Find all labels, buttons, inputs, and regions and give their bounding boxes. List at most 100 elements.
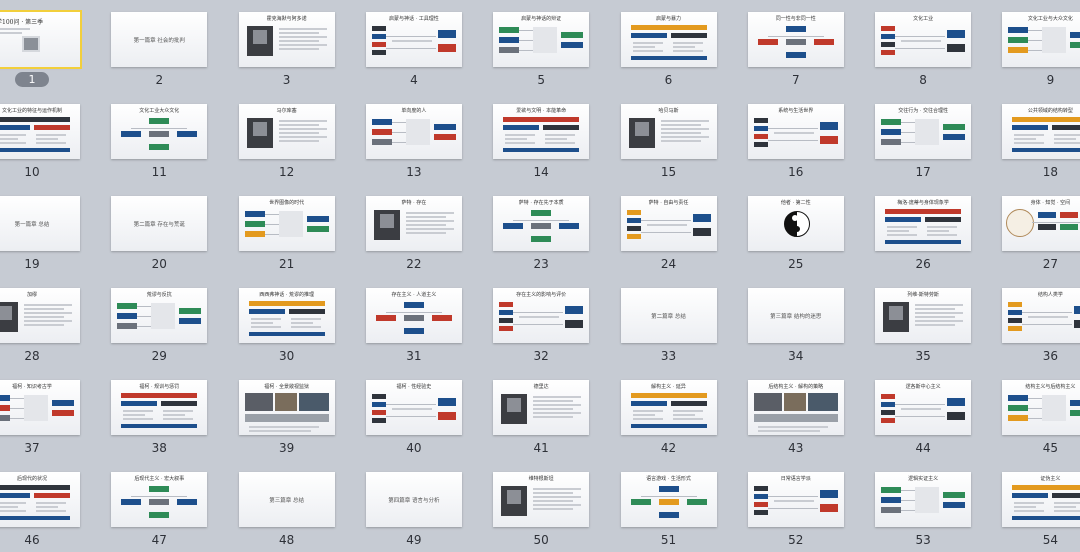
slide-cell[interactable]: 爱欲与文明 · 本能革命 14 [493, 104, 605, 184]
slide-cell[interactable]: 他者 · 第二性 25 [747, 196, 860, 276]
slide-thumbnail[interactable]: 第一篇章 社会的批判 [111, 12, 208, 67]
slide-thumbnail[interactable]: 启蒙与神话 · 工具理性 [365, 12, 462, 67]
slide-thumbnail[interactable]: 哈贝马斯 [620, 104, 717, 159]
slide-thumbnail[interactable]: 福柯 · 知识考古学 [0, 380, 80, 435]
slide-thumbnail[interactable]: 启蒙与神话的辩证 [493, 12, 590, 67]
slide-thumbnail[interactable]: 霍克海默与阿多诺 [238, 12, 335, 67]
slide-thumbnail[interactable]: 第一篇章 总结 [0, 196, 80, 251]
slide-thumbnail[interactable]: 第三篇章 结构的迷思 [747, 288, 844, 343]
slide-cell[interactable]: 解构主义 · 延异 42 [620, 380, 733, 460]
slide-cell[interactable]: 存在主义的影响与评价 32 [493, 288, 605, 368]
slide-cell[interactable]: 系统与生活世界 16 [747, 104, 860, 184]
slide-cell[interactable]: 证伪主义 54 [1002, 472, 1080, 552]
slide-cell[interactable]: 后现代的状况 46 [0, 472, 96, 552]
slide-thumbnail[interactable]: 日常语言学派 [747, 472, 844, 527]
slide-cell[interactable]: 第一篇章 总结 19 [0, 196, 96, 276]
slide-cell[interactable]: 荒谬与反抗 29 [111, 288, 223, 368]
slide-cell[interactable]: 启蒙与神话的辩证 5 [493, 12, 605, 92]
slide-cell[interactable]: 哲学100问 · 第三季 1 [0, 10, 96, 92]
slide-cell[interactable]: 启蒙与暴力 6 [620, 12, 733, 92]
slide-thumbnail[interactable]: 荒谬与反抗 [111, 288, 208, 343]
slide-cell[interactable]: 单向度的人 13 [365, 104, 478, 184]
slide-cell[interactable]: 福柯 · 知识考古学 37 [0, 380, 96, 460]
slide-cell[interactable]: 梅洛-庞蒂与身体现象学 26 [875, 196, 987, 276]
slide-thumbnail[interactable]: 启蒙与暴力 [620, 12, 717, 67]
slide-cell[interactable]: 福柯 · 全景敞视监狱 39 [238, 380, 351, 460]
slide-thumbnail[interactable]: 西西弗神话 · 荒谬的推理 [238, 288, 335, 343]
slide-thumbnail[interactable]: 结构主义与后结构主义 [1002, 380, 1080, 435]
slide-thumbnail[interactable]: 德里达 [493, 380, 590, 435]
slide-cell[interactable]: 后现代主义 · 宏大叙事 47 [111, 472, 223, 552]
slide-cell[interactable]: 霍克海默与阿多诺 3 [238, 12, 351, 92]
slide-cell[interactable]: 第三篇章 结构的迷思 34 [747, 288, 860, 368]
slide-thumbnail[interactable]: 同一性与非同一性 [747, 12, 844, 67]
slide-cell[interactable]: 第四篇章 语言与分析 49 [365, 472, 478, 552]
slide-thumbnail[interactable]: 公共领域的结构转型 [1002, 104, 1080, 159]
slide-thumbnail[interactable]: 语言游戏 · 生活形式 [620, 472, 717, 527]
slide-thumbnail[interactable]: 交往行为 · 交往合理性 [875, 104, 972, 159]
slide-thumbnail[interactable]: 第二篇章 总结 [620, 288, 717, 343]
slide-thumbnail[interactable]: 后现代的状况 [0, 472, 80, 527]
slide-thumbnail[interactable]: 第三篇章 总结 [238, 472, 335, 527]
slide-cell[interactable]: 结构主义与后结构主义 45 [1002, 380, 1080, 460]
slide-cell[interactable]: 萨特 · 自由与责任 24 [620, 196, 733, 276]
slide-cell[interactable]: 德里达 41 [493, 380, 605, 460]
slide-thumbnail[interactable]: 存在主义 · 人道主义 [365, 288, 462, 343]
slide-thumbnail[interactable]: 文化工业与大众文化 [1002, 12, 1080, 67]
slide-cell[interactable]: 逻各斯中心主义 44 [875, 380, 987, 460]
slide-cell[interactable]: 福柯 · 规训与惩罚 38 [111, 380, 223, 460]
slide-thumbnail[interactable]: 逻辑实证主义 [875, 472, 972, 527]
slide-thumbnail[interactable]: 维特根斯坦 [493, 472, 590, 527]
slide-thumbnail[interactable]: 萨特 · 自由与责任 [620, 196, 717, 251]
slide-thumbnail[interactable]: 单向度的人 [365, 104, 462, 159]
slide-cell[interactable]: 加缪 28 [0, 288, 96, 368]
slide-thumbnail[interactable]: 存在主义的影响与评价 [493, 288, 590, 343]
slide-thumbnail[interactable]: 福柯 · 全景敞视监狱 [238, 380, 335, 435]
slide-cell[interactable]: 交往行为 · 交往合理性 17 [875, 104, 987, 184]
slide-thumbnail[interactable]: 爱欲与文明 · 本能革命 [493, 104, 590, 159]
slide-cell[interactable]: 文化工业大众文化 11 [111, 104, 223, 184]
slide-cell[interactable]: 存在主义 · 人道主义 31 [365, 288, 478, 368]
slide-cell[interactable]: 第二篇章 总结 33 [620, 288, 733, 368]
slide-thumbnail[interactable]: 世界图像的时代 [238, 196, 335, 251]
slide-thumbnail[interactable]: 福柯 · 规训与惩罚 [111, 380, 208, 435]
slide-thumbnail[interactable]: 梅洛-庞蒂与身体现象学 [875, 196, 972, 251]
slide-cell[interactable]: 马尔库塞 12 [238, 104, 351, 184]
slide-thumbnail[interactable]: 逻各斯中心主义 [875, 380, 972, 435]
slide-thumbnail[interactable]: 系统与生活世界 [747, 104, 844, 159]
slide-thumbnail[interactable]: 身体 · 知觉 · 空间 [1002, 196, 1080, 251]
slide-thumbnail[interactable]: 结构人类学 [1002, 288, 1080, 343]
slide-cell[interactable]: 后结构主义 · 解构的策略 43 [747, 380, 860, 460]
slide-thumbnail[interactable]: 第四篇章 语言与分析 [365, 472, 462, 527]
slide-thumbnail[interactable]: 列维-斯特劳斯 [875, 288, 972, 343]
slide-thumbnail[interactable]: 加缪 [0, 288, 80, 343]
slide-cell[interactable]: 第二篇章 存在与荒诞 20 [111, 196, 223, 276]
slide-cell[interactable]: 萨特 · 存在先于本质 23 [493, 196, 605, 276]
slide-thumbnail[interactable]: 文化工业 [875, 12, 972, 67]
slide-cell[interactable]: 萨特 · 存在 22 [365, 196, 478, 276]
slide-cell[interactable]: 世界图像的时代 21 [238, 196, 351, 276]
slide-thumbnail[interactable]: 后结构主义 · 解构的策略 [747, 380, 844, 435]
slide-cell[interactable]: 结构人类学 36 [1002, 288, 1080, 368]
slide-cell[interactable]: 启蒙与神话 · 工具理性 4 [365, 12, 478, 92]
slide-thumbnail[interactable]: 萨特 · 存在先于本质 [493, 196, 590, 251]
slide-thumbnail[interactable]: 文化工业大众文化 [111, 104, 208, 159]
slide-cell[interactable]: 日常语言学派 52 [747, 472, 860, 552]
slide-thumbnail[interactable]: 萨特 · 存在 [365, 196, 462, 251]
slide-thumbnail[interactable]: 后现代主义 · 宏大叙事 [111, 472, 208, 527]
slide-cell[interactable]: 语言游戏 · 生活形式 51 [620, 472, 733, 552]
slide-cell[interactable]: 第一篇章 社会的批判 2 [111, 12, 223, 92]
slide-thumbnail[interactable]: 福柯 · 性经验史 [365, 380, 462, 435]
slide-cell[interactable]: 列维-斯特劳斯 35 [875, 288, 987, 368]
slide-cell[interactable]: 哈贝马斯 15 [620, 104, 733, 184]
slide-cell[interactable]: 文化工业 8 [875, 12, 987, 92]
slide-cell[interactable]: 文化工业与大众文化 9 [1002, 12, 1080, 92]
slide-cell[interactable]: 第三篇章 总结 48 [238, 472, 351, 552]
slide-thumbnail[interactable]: 第二篇章 存在与荒诞 [111, 196, 208, 251]
slide-thumbnail[interactable]: 他者 · 第二性 [747, 196, 844, 251]
slide-cell[interactable]: 同一性与非同一性 7 [747, 12, 860, 92]
slide-cell[interactable]: 文化工业的特征与运作机制 10 [0, 104, 96, 184]
slide-cell[interactable]: 身体 · 知觉 · 空间 27 [1002, 196, 1080, 276]
slide-cell[interactable]: 公共领域的结构转型 18 [1002, 104, 1080, 184]
slide-cell[interactable]: 维特根斯坦 50 [493, 472, 605, 552]
